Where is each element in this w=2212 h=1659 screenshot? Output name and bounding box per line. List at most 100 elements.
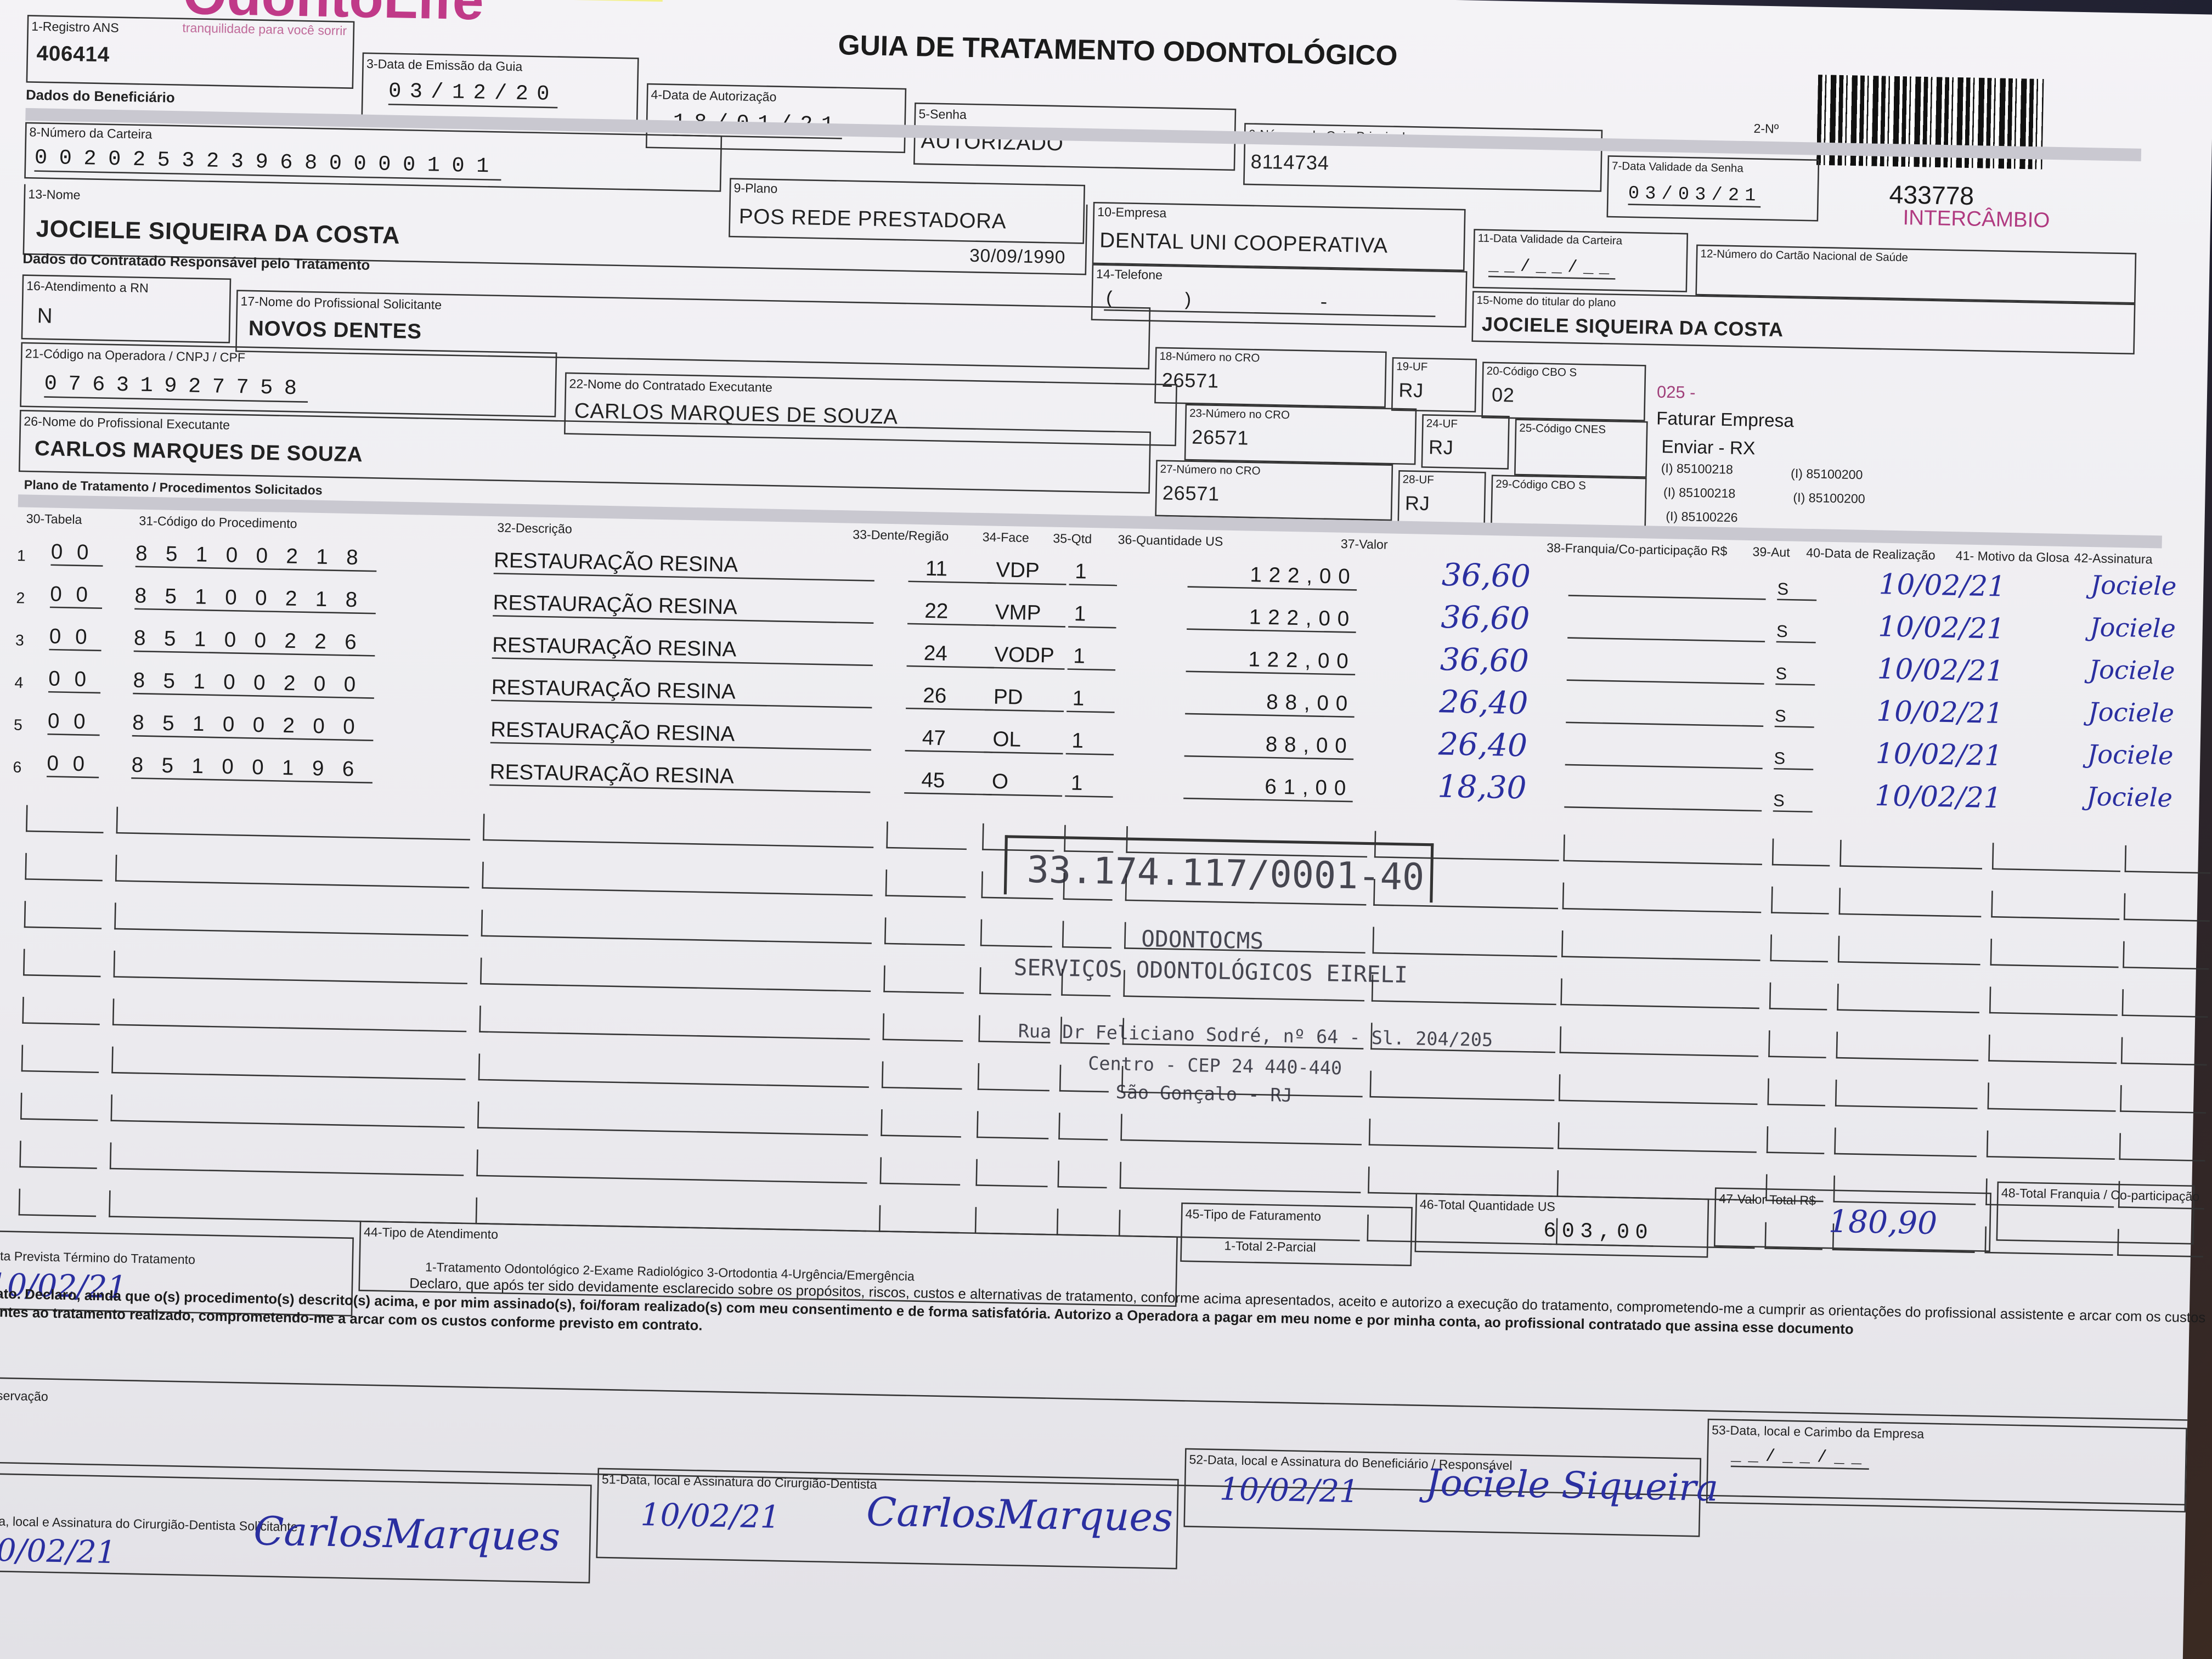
signature-executante: 51-Data, local e Assinatura do Cirurgião… [596, 1468, 1179, 1570]
blank-field [1771, 838, 1831, 867]
qtd: 1 [1068, 602, 1117, 629]
label: 47-Valor Total R$ [1719, 1192, 1816, 1208]
blank-field [1837, 984, 1980, 1013]
note-line1: Faturar Empresa [1656, 407, 1795, 431]
valor: 26,40 [1438, 727, 1528, 765]
blank-field [1767, 1078, 1826, 1107]
blank-field [886, 821, 967, 850]
blank-field [25, 853, 103, 882]
blank-field [1057, 1160, 1108, 1189]
qtd: 1 [1066, 686, 1115, 713]
label: 12-Número do Cartão Nacional de Saúde [1700, 247, 1909, 264]
data-realizacao: 10/02/21 [1877, 609, 2005, 646]
blank-field [18, 1188, 97, 1217]
guide-number-label: 2-Nº [1753, 121, 1779, 136]
field-numero-carteira: 8-Número da Carteira 0020253239680000101 [24, 122, 723, 192]
blank-field [2123, 893, 2210, 922]
blank-field [2123, 941, 2210, 970]
row-number: 2 [16, 590, 25, 608]
label: 17-Nome do Profissional Solicitante [240, 294, 442, 312]
blank-field [1120, 1114, 1362, 1146]
blank-field [116, 806, 471, 840]
blank-field [1062, 921, 1112, 949]
value: 03/03/21 [1628, 182, 1762, 208]
value: 180,90 [1828, 1205, 1938, 1243]
codigo: 85100200 [132, 711, 374, 741]
section-procedimentos: Plano de Tratamento / Procedimentos Soli… [24, 477, 323, 498]
data-realizacao: 10/02/21 [1876, 693, 2004, 730]
note-procedure-code: (I) 85100200 [1793, 490, 1865, 506]
value: ( ) - [1104, 288, 1436, 317]
blank-field [479, 1006, 871, 1040]
blank-field [111, 1046, 466, 1080]
blank-field [24, 901, 103, 929]
aut: S [1774, 706, 1815, 728]
stamp-city: São Gonçalo - RJ [1115, 1082, 1293, 1108]
franquia [1566, 696, 1764, 727]
aut: S [1776, 621, 1816, 644]
blank-field [483, 814, 874, 848]
blank-field [21, 1045, 100, 1074]
data-realizacao: 10/02/21 [1874, 778, 2002, 815]
tabela: 00 [48, 667, 101, 694]
column-header: 34-Face [982, 529, 1029, 545]
label: 10-Empresa [1097, 205, 1167, 221]
blank-field [977, 1063, 1050, 1092]
label: 4-Data de Autorização [651, 87, 777, 104]
value: 406414 [36, 42, 110, 67]
tabela: 00 [46, 752, 99, 778]
blank-field [1837, 935, 1981, 966]
stamp-cnpj: 33.174.117/0001-40 [1026, 849, 1425, 900]
birth-date: 30/09/1990 [969, 244, 1066, 268]
value: 07631927758 [44, 372, 308, 403]
value: 03/12/20 [388, 80, 558, 109]
label: 3-Data de Emissão da Guia [366, 57, 523, 74]
value: 02 [1491, 383, 1515, 407]
blank-field [26, 805, 104, 833]
note-procedure-code: (I) 85100218 [1663, 485, 1736, 501]
blank-field [1834, 1127, 1977, 1158]
blank-field [1988, 1034, 2118, 1064]
label: 46-Total Quantidade US [1419, 1197, 1556, 1214]
label: 15-Nome do titular do plano [1476, 294, 1616, 309]
stamp-empresa: 53-Data, local e Carimbo da Empresa __/_… [1706, 1418, 2187, 1513]
blank-field [1991, 890, 2120, 920]
tabela: 00 [50, 540, 103, 567]
field-cbo-20: 20-Código CBO S 02 [1481, 362, 1646, 421]
blank-field [482, 861, 873, 896]
aut: S [1777, 579, 1817, 601]
value: CARLOS MARQUES DE SOUZA [34, 437, 363, 467]
note-procedure-code: (I) 85100200 [1790, 466, 1863, 482]
assinatura: Jociele [2089, 613, 2176, 645]
blank-field [878, 1205, 960, 1234]
column-header: 35-Qtd [1053, 531, 1092, 546]
blank-field [1372, 927, 1558, 957]
value: 26571 [1192, 425, 1249, 449]
blank-field [2120, 1037, 2208, 1066]
blank-field [1770, 934, 1829, 963]
blank-field [1368, 1119, 1554, 1149]
value: 0020253239680000101 [34, 146, 501, 181]
value: RJ [1428, 435, 1454, 459]
label: 14-Telefone [1096, 267, 1163, 283]
label: 1-Registro ANS [31, 19, 119, 35]
label: 29-Código CBO S [1496, 477, 1587, 493]
column-header: 31-Código do Procedimento [139, 514, 297, 531]
value: 26571 [1162, 481, 1220, 505]
form-title: GUIA DE TRATAMENTO ODONTOLÓGICO [838, 30, 1398, 72]
label: 26-Nome do Profissional Executante [24, 414, 230, 432]
valor: 36,60 [1441, 558, 1531, 596]
franquia [1564, 781, 1763, 812]
face: OL [984, 727, 1064, 755]
valor: 26,40 [1438, 685, 1528, 723]
blank-field [1839, 839, 1983, 870]
row-number: 3 [15, 633, 25, 650]
blank-field [977, 1111, 1049, 1139]
tabela: 00 [47, 709, 100, 736]
blank-field [109, 1142, 465, 1176]
column-header: 32-Descrição [497, 520, 573, 537]
codigo: 85100226 [133, 626, 375, 657]
blank-field [1558, 1074, 1758, 1105]
date: 10/02/21 [0, 1533, 117, 1572]
